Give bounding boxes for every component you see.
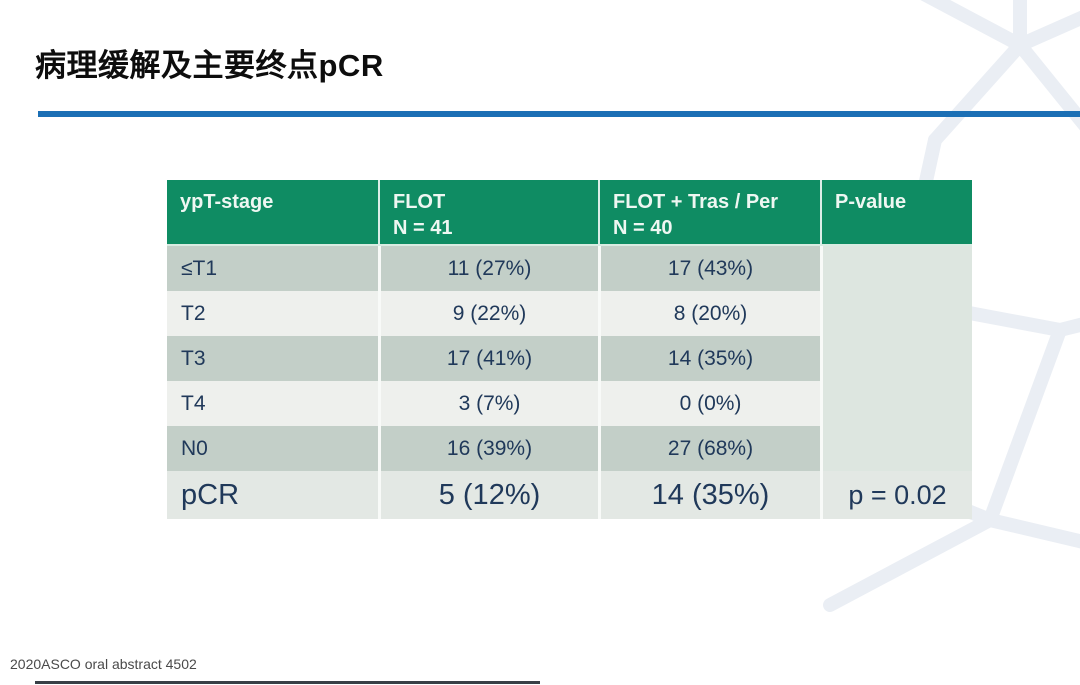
header-cell-flot-tras-per: FLOT + Tras / Per N = 40 bbox=[598, 180, 820, 246]
pcr-p-value-cell: p = 0.02 bbox=[820, 471, 972, 519]
stage-cell: T2 bbox=[167, 291, 378, 336]
header-cell-p-value: P-value bbox=[820, 180, 972, 246]
flot-value-cell: 16 (39%) bbox=[378, 426, 598, 471]
flot-tras-value-cell: 17 (43%) bbox=[598, 246, 820, 291]
stage-cell: ≤T1 bbox=[167, 246, 378, 291]
header-cell-flot: FLOT N = 41 bbox=[378, 180, 598, 246]
footer-citation: 2020ASCO oral abstract 4502 bbox=[10, 656, 197, 672]
flot-tras-value-cell: 0 (0%) bbox=[598, 381, 820, 426]
header-label: FLOT bbox=[393, 191, 446, 213]
title-underline-rule bbox=[38, 111, 1080, 117]
flot-tras-value-cell: 27 (68%) bbox=[598, 426, 820, 471]
pathology-results-table: ypT-stage FLOT N = 41 FLOT + Tras / Per … bbox=[167, 180, 972, 519]
pcr-flot-value-cell: 5 (12%) bbox=[378, 471, 598, 519]
stage-cell: N0 bbox=[167, 426, 378, 471]
header-label: FLOT + Tras / Per bbox=[613, 191, 779, 213]
flot-value-cell: 17 (41%) bbox=[378, 336, 598, 381]
page-title: 病理缓解及主要终点pCR bbox=[35, 48, 384, 83]
pcr-stage-cell: pCR bbox=[167, 471, 378, 519]
flot-value-cell: 9 (22%) bbox=[378, 291, 598, 336]
header-cell-ypt-stage: ypT-stage bbox=[167, 180, 378, 246]
flot-tras-value-cell: 8 (20%) bbox=[598, 291, 820, 336]
flot-value-cell: 3 (7%) bbox=[378, 381, 598, 426]
header-subline: N = 40 bbox=[613, 217, 673, 240]
flot-value-cell: 11 (27%) bbox=[378, 246, 598, 291]
header-label: P-value bbox=[835, 191, 907, 213]
header-label: ypT-stage bbox=[180, 191, 274, 213]
stage-cell: T4 bbox=[167, 381, 378, 426]
stage-cell: T3 bbox=[167, 336, 378, 381]
pcr-flot-tras-value-cell: 14 (35%) bbox=[598, 471, 820, 519]
flot-tras-value-cell: 14 (35%) bbox=[598, 336, 820, 381]
p-value-merged-cell bbox=[820, 246, 972, 471]
header-subline: N = 41 bbox=[393, 217, 453, 240]
bottom-rule bbox=[35, 681, 540, 684]
